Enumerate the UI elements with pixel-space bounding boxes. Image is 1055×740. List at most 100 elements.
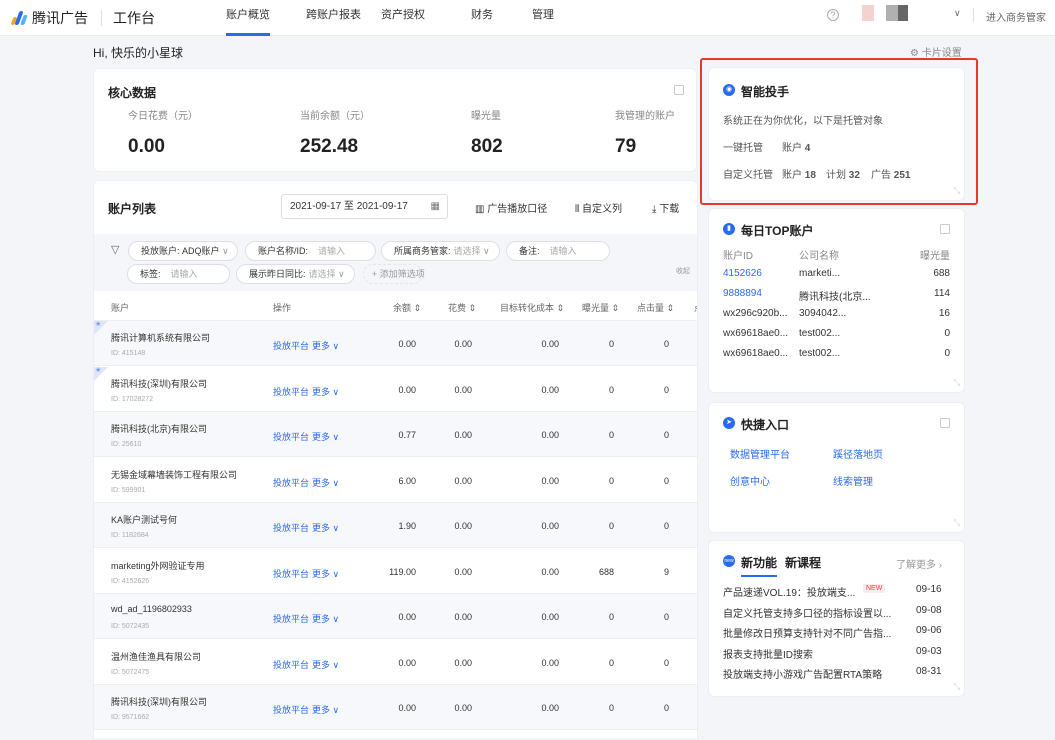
- ad-platform-link[interactable]: 投放平台: [273, 614, 310, 624]
- table-row[interactable]: 腾讯科技(深圳)有限公司 ID: 9571662 投放平台 更多 ∨ 0.00 …: [94, 685, 697, 730]
- resize-icon[interactable]: ⤡: [953, 518, 960, 527]
- more-dropdown[interactable]: 更多 ∨: [312, 703, 339, 716]
- table-row[interactable]: 腾讯科技(北京)有限公司 ID: 25610 投放平台 更多 ∨ 0.77 0.…: [94, 412, 697, 457]
- table-row[interactable]: ★ 腾讯计算机系统有限公司 ID: 415148 投放平台 更多 ∨ 0.00 …: [94, 321, 697, 366]
- filter-yoy[interactable]: 展示昨日同比: 请选择 ∨: [236, 264, 355, 284]
- col-clicks[interactable]: 点击量 ⇕: [637, 303, 675, 313]
- quick-link-data-platform[interactable]: 数据管理平台: [730, 450, 790, 461]
- account-name[interactable]: 无锡金域幕墙装饰工程有限公司: [111, 469, 238, 480]
- clicks-cell: 0: [663, 521, 669, 531]
- edit-icon[interactable]: [674, 85, 684, 95]
- logo[interactable]: 腾讯广告: [10, 8, 88, 28]
- more-dropdown[interactable]: 更多 ∨: [312, 567, 339, 580]
- more-dropdown[interactable]: 更多 ∨: [312, 658, 339, 671]
- date-range-picker[interactable]: 2021-09-17 至 2021-09-17 ▦: [281, 194, 448, 219]
- more-dropdown[interactable]: 更多 ∨: [312, 385, 339, 398]
- tab-new-courses[interactable]: 新课程: [785, 556, 822, 570]
- chevron-down-icon: ∨: [332, 523, 340, 533]
- download-button[interactable]: ⤓ 下载: [652, 200, 679, 215]
- table-row[interactable]: KA账户测试号何 ID: 1182684 投放平台 更多 ∨ 1.90 0.00…: [94, 503, 697, 548]
- cost-cell: 0.00: [454, 612, 472, 622]
- quick-link-leads[interactable]: 线索管理: [833, 477, 873, 488]
- tab-new-features[interactable]: 新功能: [741, 554, 778, 577]
- ad-platform-link[interactable]: 投放平台: [273, 705, 310, 715]
- resize-icon[interactable]: ⤡: [953, 378, 960, 387]
- custom-accounts[interactable]: 账户 18: [782, 166, 816, 181]
- col-balance[interactable]: 余额 ⇕: [393, 303, 422, 313]
- table-row[interactable]: wd_ad_1196802933 ID: 5072435 投放平台 更多 ∨ 0…: [94, 594, 697, 639]
- more-dropdown[interactable]: 更多 ∨: [312, 339, 339, 352]
- top-accounts-card: ▮ 每日TOP账户 账户ID 公司名称 曝光量 4152626 marketi.…: [708, 208, 965, 393]
- edit-icon[interactable]: [940, 224, 950, 234]
- col-target-cpa[interactable]: 目标转化成本 ⇕: [500, 303, 565, 313]
- one-click-accounts[interactable]: 账户 4: [782, 139, 810, 154]
- chevron-down-icon: ∨: [332, 477, 340, 488]
- filter-account-name[interactable]: 账户名称/ID: 请输入: [245, 241, 376, 261]
- account-name[interactable]: 腾讯科技(深圳)有限公司: [111, 697, 207, 707]
- add-filter-button[interactable]: + 添加筛选项: [363, 264, 425, 284]
- news-item[interactable]: 投放端支持小游戏广告配置RTA策略: [723, 670, 883, 681]
- quick-link-creative-center[interactable]: 创意中心: [730, 477, 770, 488]
- enter-business-manager-link[interactable]: 进入商务管家: [986, 13, 1046, 24]
- account-list-card: 账户列表 2021-09-17 至 2021-09-17 ▦ ▥ 广告播放口径 ⫴…: [93, 180, 698, 740]
- ad-platform-link[interactable]: 投放平台: [273, 477, 310, 488]
- nav-asset-auth[interactable]: 资产授权: [381, 9, 425, 21]
- impressions-cell: 0: [608, 475, 614, 486]
- ad-platform-link[interactable]: 投放平台: [273, 432, 310, 442]
- ad-platform-link[interactable]: 投放平台: [273, 659, 310, 670]
- ad-platform-link[interactable]: 投放平台: [273, 386, 310, 397]
- filter-business-manager[interactable]: 所属商务管家: 请选择 ∨: [381, 241, 500, 261]
- help-icon[interactable]: ?: [827, 9, 839, 21]
- account-name[interactable]: 腾讯科技(深圳)有限公司: [111, 378, 207, 389]
- table-row[interactable]: ★ 腾讯科技(深圳)有限公司 ID: 17028272 投放平台 更多 ∨ 0.…: [94, 366, 697, 412]
- table-row[interactable]: 无锡金域幕墙装饰工程有限公司 ID: 599901 投放平台 更多 ∨ 6.00…: [94, 458, 697, 503]
- collapse-button[interactable]: 收起: [676, 268, 690, 275]
- top-account-id[interactable]: 4152626: [723, 268, 762, 279]
- star-icon[interactable]: ★: [94, 366, 108, 381]
- nav-account-overview[interactable]: 账户概览: [226, 0, 270, 36]
- edit-icon[interactable]: [940, 418, 950, 428]
- ad-platform-link[interactable]: 投放平台: [273, 341, 310, 351]
- account-name[interactable]: marketing外网验证专用: [111, 560, 205, 571]
- user-avatar[interactable]: [862, 5, 944, 21]
- custom-columns-button[interactable]: ⫴ 自定义列: [575, 200, 622, 215]
- col-impressions[interactable]: 曝光量 ⇕: [582, 303, 620, 313]
- more-dropdown[interactable]: 更多 ∨: [312, 612, 339, 625]
- news-item[interactable]: 批量修改日预算支持针对不同广告指...: [723, 629, 892, 640]
- custom-plans[interactable]: 计划 32: [826, 166, 860, 181]
- more-dropdown[interactable]: 更多 ∨: [312, 521, 339, 534]
- nav-finance[interactable]: 财务: [471, 9, 493, 21]
- more-dropdown[interactable]: 更多 ∨: [312, 476, 339, 489]
- more-dropdown[interactable]: 更多 ∨: [312, 430, 339, 443]
- account-name[interactable]: wd_ad_1196802933: [111, 604, 192, 614]
- learn-more-link[interactable]: 了解更多 ›: [896, 556, 942, 571]
- news-item[interactable]: 产品速递VOL.19：投放端支...: [723, 588, 856, 599]
- table-row[interactable]: marketing外网验证专用 ID: 4152626 投放平台 更多 ∨ 11…: [94, 549, 697, 594]
- ad-platform-link[interactable]: 投放平台: [273, 523, 310, 533]
- resize-icon[interactable]: ⤡: [953, 682, 960, 691]
- custom-ads[interactable]: 广告 251: [871, 166, 910, 181]
- account-name[interactable]: 温州渔佳渔具有限公司: [111, 651, 202, 662]
- news-item[interactable]: 报表支持批量ID搜索: [723, 649, 813, 661]
- account-name[interactable]: 腾讯计算机系统有限公司: [111, 333, 211, 343]
- col-cost[interactable]: 花费 ⇕: [448, 303, 477, 313]
- account-name[interactable]: 腾讯科技(北京)有限公司: [111, 424, 207, 434]
- nav-cross-report[interactable]: 跨账户报表: [306, 9, 361, 21]
- top-account-id[interactable]: 9888894: [723, 288, 762, 299]
- nav-manage[interactable]: 管理: [532, 9, 554, 21]
- ad-metric-caliber-button[interactable]: ▥ 广告播放口径: [475, 200, 547, 215]
- filter-account-type[interactable]: 投放账户: ADQ账户 ∨: [128, 241, 238, 261]
- star-icon[interactable]: ★: [94, 321, 108, 335]
- filter-tag[interactable]: 标签: 请输入: [127, 264, 230, 284]
- chevron-down-icon[interactable]: ∨: [954, 8, 961, 18]
- news-item[interactable]: 自定义托管支持多口径的指标设置以...: [723, 608, 892, 620]
- ad-platform-link[interactable]: 投放平台: [273, 568, 310, 579]
- resize-icon[interactable]: ⤡: [953, 186, 960, 195]
- filter-remark[interactable]: 备注: 请输入: [506, 241, 610, 261]
- account-name[interactable]: KA账户测试号何: [111, 515, 178, 525]
- card-settings-button[interactable]: ⚙ 卡片设置: [910, 44, 962, 59]
- col-company: 公司名称: [799, 251, 839, 262]
- quick-link-landing-page[interactable]: 蹊径落地页: [833, 450, 883, 461]
- label: 更多: [312, 432, 331, 442]
- table-row[interactable]: 温州渔佳渔具有限公司 ID: 5072475 投放平台 更多 ∨ 0.00 0.…: [94, 640, 697, 685]
